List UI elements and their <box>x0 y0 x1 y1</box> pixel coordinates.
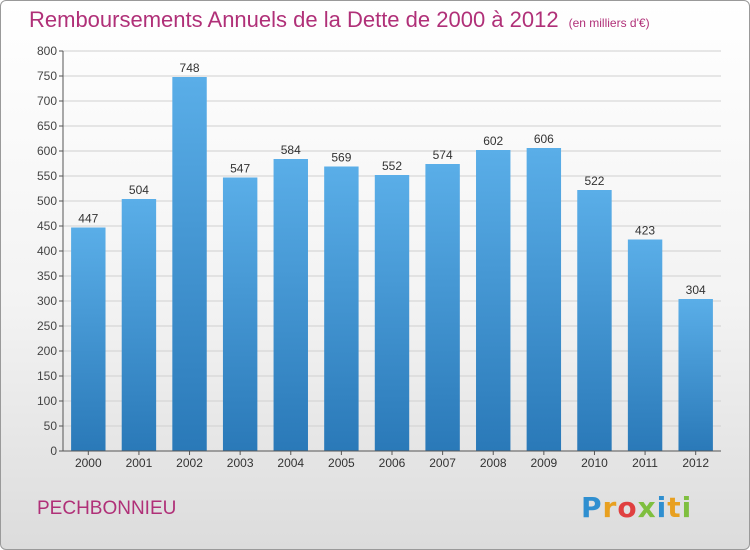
axes: 0 50 100 150 200 250 300 350 400 450 500 550 600 650 7… <box>37 44 721 470</box>
y-tick-label: 450 <box>37 219 57 233</box>
x-tick-label: 2007 <box>429 456 456 470</box>
logo-letter: r <box>602 491 618 524</box>
bar-value-label: 547 <box>230 162 250 176</box>
x-tick-label: 2009 <box>530 456 557 470</box>
logo-letter: x <box>637 491 657 524</box>
y-tick-label: 0 <box>50 444 57 458</box>
x-tick-label: 2003 <box>227 456 254 470</box>
bar-value-label: 574 <box>433 148 453 162</box>
y-tick-label: 600 <box>37 144 57 158</box>
x-tick-label: 2010 <box>581 456 608 470</box>
x-tick-label: 2002 <box>176 456 203 470</box>
y-tick-label: 100 <box>37 394 57 408</box>
bar-value-label: 606 <box>534 132 554 146</box>
bar-value-label: 748 <box>180 61 200 75</box>
bar-value-label: 552 <box>382 159 402 173</box>
x-tick-label: 2011 <box>632 456 658 470</box>
y-tick-label: 250 <box>37 319 57 333</box>
proxiti-logo[interactable]: Proxiti <box>581 491 692 524</box>
bar-value-label: 447 <box>78 212 98 226</box>
bar-2008 <box>476 150 511 451</box>
y-tick-label: 700 <box>37 94 57 108</box>
bar-2011 <box>627 239 663 451</box>
bar-2002 <box>172 77 207 451</box>
bar-2005 <box>324 166 359 451</box>
logo-letter: i <box>656 491 668 524</box>
bar-2007 <box>425 164 460 451</box>
bars: 447 504 748 547 584 569 552 574 602 606 522 423 304 <box>71 61 713 451</box>
bar-value-label: 522 <box>584 174 604 188</box>
bar-value-label: 584 <box>281 143 301 157</box>
y-tick-label: 550 <box>37 169 57 183</box>
bar-value-label: 423 <box>635 224 655 238</box>
x-tick-label: 2012 <box>682 456 709 470</box>
logo-letter: i <box>681 491 693 524</box>
chart-unit-note: (en milliers d'€) <box>568 16 650 30</box>
bar-value-label: 504 <box>129 183 149 197</box>
bar-value-label: 602 <box>483 134 503 148</box>
y-tick-label: 800 <box>37 44 57 58</box>
y-tick-label: 50 <box>44 419 58 433</box>
bar-2001 <box>121 199 157 451</box>
y-tick-label: 150 <box>37 369 57 383</box>
y-tick-label: 500 <box>37 194 57 208</box>
chart-title: Remboursements Annuels de la Dette de 20… <box>29 7 650 33</box>
logo-letter: P <box>581 491 603 524</box>
y-tick-label: 400 <box>37 244 57 258</box>
x-tick-label: 2008 <box>480 456 507 470</box>
bar-2010 <box>577 190 612 451</box>
bar-value-label: 569 <box>331 151 351 165</box>
logo-letter: o <box>617 491 638 524</box>
y-tick-label: 200 <box>37 344 57 358</box>
x-tick-label: 2004 <box>277 456 304 470</box>
x-tick-label: 2001 <box>126 456 153 470</box>
bar-2012 <box>678 299 713 451</box>
x-tick-label: 2006 <box>379 456 406 470</box>
chart-title-text: Remboursements Annuels de la Dette de 20… <box>29 7 559 32</box>
y-tick-label: 750 <box>37 69 57 83</box>
commune-name: PECHBONNIEU <box>37 498 177 519</box>
logo-letter: t <box>667 491 682 524</box>
y-tick-label: 350 <box>37 269 57 283</box>
y-tick-label: 650 <box>37 119 57 133</box>
bar-2006 <box>374 175 410 451</box>
bar-2003 <box>222 177 258 451</box>
x-tick-label: 2000 <box>75 456 102 470</box>
bar-2000 <box>71 227 106 451</box>
x-tick-label: 2005 <box>328 456 355 470</box>
bar-2004 <box>273 159 308 451</box>
bar-value-label: 304 <box>686 283 706 297</box>
y-tick-label: 300 <box>37 294 57 308</box>
bar-2009 <box>526 148 562 451</box>
